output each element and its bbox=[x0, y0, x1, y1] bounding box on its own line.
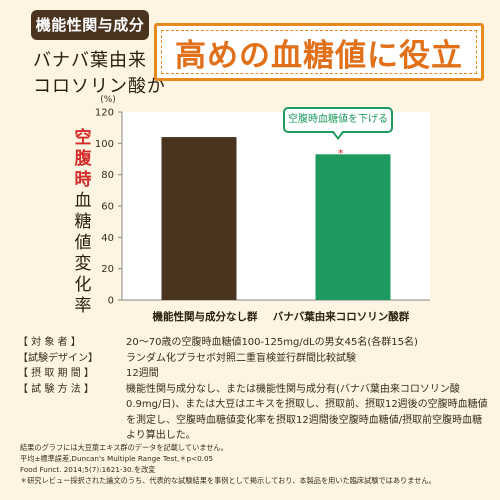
y-tick-label: 40 bbox=[101, 233, 114, 244]
info-key: 【 対 象 者 】 bbox=[18, 337, 81, 348]
subtitle-line-1: バナバ葉由来 bbox=[33, 50, 147, 71]
callout-tail-inner bbox=[333, 130, 343, 137]
y-tick-label: 100 bbox=[95, 139, 114, 150]
bar bbox=[315, 154, 391, 300]
y-axis-label-glucose-change: 血糖値変化率 bbox=[74, 191, 92, 316]
chart-layer: 0 20 40 60 80 100 120 bbox=[95, 108, 430, 307]
info-row-subjects: 【 対 象 者 】 20～70歳の空腹時血糖値100-125mg/dLの男女45… bbox=[18, 335, 488, 351]
x-label-corosolic: バナバ葉由来コロソリン酸群 bbox=[272, 311, 410, 323]
info-key: 【 摂 取 期 間 】 bbox=[18, 368, 94, 379]
info-key: 【 試 験 方 法 】 bbox=[18, 383, 94, 395]
info-value: 12週間 bbox=[126, 368, 159, 379]
study-info: 【 対 象 者 】 20～70歳の空腹時血糖値100-125mg/dLの男女45… bbox=[18, 335, 488, 444]
info-row-method: 【 試 験 方 法 】 機能性関与成分なし、または機能性関与成分有(バナバ葉由来… bbox=[18, 382, 488, 444]
footnotes: 結果のグラフには大豆葉エキス群のデータを記載していません。 平均±標準誤差,Du… bbox=[20, 442, 490, 486]
headline-dashed-border bbox=[161, 30, 477, 74]
headline-box: 高めの血糖値に役立つ! bbox=[154, 23, 484, 81]
footnote: Food Funct. 2014;5(7):1621-30.を改変 bbox=[20, 465, 156, 474]
footnote: 平均±標準誤差,Duncan's Multiple Range Test,＊p<… bbox=[20, 454, 214, 463]
y-tick-label: 60 bbox=[101, 202, 114, 213]
footnote: 結果のグラフには大豆葉エキス群のデータを記載していません。 bbox=[20, 443, 228, 452]
subtitle-line-2: コロソリン酸が bbox=[33, 76, 166, 97]
info-row-design: 【試験デザイン】 ランダム化プラセボ対照二重盲検並行群間比較試験 bbox=[18, 351, 488, 367]
headline: 高めの血糖値に役立つ! bbox=[175, 38, 463, 74]
info-key: 【試験デザイン】 bbox=[18, 352, 98, 364]
footnote: ＊研究レビュー採択された論文のうち、代表的な試験結果を事例として掲示しており、本… bbox=[20, 476, 436, 485]
info-row-period: 【 摂 取 期 間 】 12週間 bbox=[18, 366, 488, 382]
ingredient-badge: 機能性関与成分 bbox=[31, 10, 149, 40]
info-value: 20～70歳の空腹時血糖値100-125mg/dLの男女45名(各群15名) bbox=[126, 337, 418, 348]
significance-mark: * bbox=[338, 147, 344, 160]
y-unit-label: (%) bbox=[100, 95, 116, 105]
bar bbox=[161, 137, 237, 300]
y-axis-label-fasting: 空腹時 bbox=[74, 128, 92, 190]
y-tick-label: 80 bbox=[101, 170, 114, 181]
x-label-control: 機能性関与成分なし群 bbox=[152, 311, 258, 323]
info-value: 機能性関与成分なし、または機能性関与成分有(バナバ葉由来コロソリン酸0.9mg/… bbox=[126, 383, 488, 442]
info-value: ランダム化プラセボ対照二重盲検並行群間比較試験 bbox=[126, 352, 356, 364]
y-tick-label: 20 bbox=[101, 264, 114, 275]
y-tick-label: 120 bbox=[95, 108, 114, 119]
y-tick-label: 0 bbox=[108, 296, 114, 307]
